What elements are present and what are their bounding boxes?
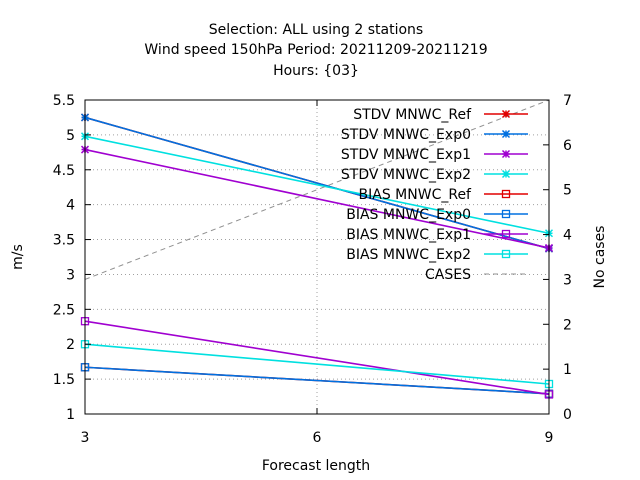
y2-axis-label: No cases [592,226,608,289]
y-tick-label: 4.5 [53,163,75,179]
x-tick-label: 9 [545,430,554,446]
series-line [84,320,550,396]
legend-marker [501,169,511,179]
y2-tick-label: 0 [563,407,572,423]
series-line [84,343,550,385]
legend-label: STDV MNWC_Exp1 [341,147,471,163]
x-tick-label: 3 [81,430,90,446]
y-tick-label: 3 [66,267,75,283]
axes: 1 1.5 2 2.5 3 3.5 4 4.5 5 5.5 0 1 2 3 4 5 6 7 3 6 9 [53,93,572,446]
y-tick-label: 1 [66,407,75,423]
y2-tick-label: 1 [563,362,572,378]
series-bias-mnwc-exp1 [80,317,554,399]
title-line-3: Hours: {03} [273,63,359,79]
legend-label: BIAS MNWC_Exp2 [346,247,471,263]
legend-marker [501,229,511,239]
y-tick-label: 2 [66,337,75,353]
legend-marker [501,149,511,159]
legend-label: STDV MNWC_Exp0 [341,127,471,143]
y2-tick-label: 6 [563,138,572,154]
chart-title: Selection: ALL using 2 stations Wind spe… [144,22,487,79]
legend-label: CASES [425,267,471,283]
legend-marker [501,189,511,199]
legend-label: BIAS MNWC_Exp0 [346,207,471,223]
x-tick-label: 6 [313,430,322,446]
legend: STDV MNWC_Ref STDV MNWC_Exp0 STDV MNWC_Exp… [341,107,528,283]
series-line [84,135,550,235]
legend-marker [501,249,511,259]
legend-label: STDV MNWC_Exp2 [341,167,471,183]
series-line [84,148,550,249]
y-tick-label: 5.5 [53,93,75,109]
legend-label: BIAS MNWC_Exp1 [346,227,471,243]
series-stdv-mnwc-exp1 [80,145,554,252]
legend-marker [501,129,511,139]
y-tick-label: 4 [66,198,75,214]
series-cases [84,99,550,280]
series-line [84,366,550,395]
series-line [84,99,550,280]
legend-label: STDV MNWC_Ref [353,107,472,123]
y-tick-label: 1.5 [53,372,75,388]
y2-tick-label: 4 [563,228,572,244]
y-axis-label: m/s [10,244,26,270]
y-tick-label: 3.5 [53,233,75,249]
series-line [84,116,550,250]
grid [85,100,549,414]
x-axis-label: Forecast length [262,458,370,474]
y2-tick-label: 7 [563,93,572,109]
legend-marker [501,209,511,219]
y2-tick-label: 2 [563,317,572,333]
plot-frame [84,99,550,415]
y2-tick-label: 5 [563,183,572,199]
title-line-1: Selection: ALL using 2 stations [209,22,423,38]
legend-label: BIAS MNWC_Ref [359,187,473,203]
legend-marker [501,109,511,119]
y2-tick-label: 3 [563,272,572,288]
y-tick-label: 2.5 [53,302,75,318]
y-tick-label: 5 [66,128,75,144]
title-line-2: Wind speed 150hPa Period: 20211209-20211… [144,42,487,58]
